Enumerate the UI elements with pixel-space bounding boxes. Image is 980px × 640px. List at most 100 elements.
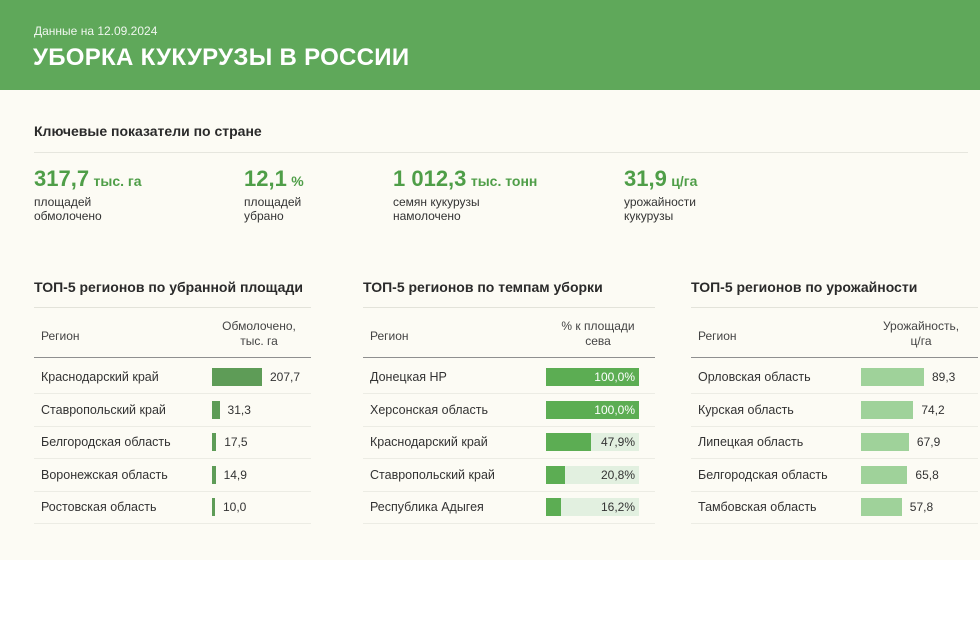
region-name: Республика Адыгея: [370, 500, 484, 514]
region-name: Липецкая область: [698, 435, 804, 449]
row-divider: [363, 425, 655, 427]
title-divider: [363, 307, 655, 308]
bar-value-label: 67,9: [916, 435, 941, 449]
region-name: Белгородская область: [41, 435, 171, 449]
kpi-desc: площадей убрано: [244, 195, 302, 223]
table-row: Краснодарский край 47,9%: [363, 427, 655, 459]
title-divider: [691, 307, 978, 308]
bar: [861, 498, 902, 516]
kpi-unit: тыс. тонн: [470, 173, 538, 189]
bar: [861, 400, 914, 419]
table-row: Белгородская область 65,8: [691, 460, 978, 492]
bar-value-label: 47,9%: [600, 435, 635, 449]
table-row: Липецкая область 67,9: [691, 427, 978, 459]
row-divider: [363, 490, 655, 492]
row-divider: [691, 523, 978, 524]
region-name: Донецкая НР: [370, 370, 447, 384]
table-row: Курская область 74,2: [691, 395, 978, 427]
kpi-divider: [34, 152, 968, 153]
kpi-heading: Ключевые показатели по стране: [34, 123, 262, 139]
row-divider: [34, 523, 311, 524]
bar: [212, 498, 215, 516]
table-title: ТОП-5 регионов по убранной площади: [34, 279, 303, 295]
bar-value-label: 20,8%: [600, 467, 635, 482]
bar-value-label: 31,3: [227, 402, 251, 417]
table-row: Орловская область 89,3: [691, 362, 978, 394]
kpi-value: 1 012,3: [393, 166, 467, 191]
table-row: Донецкая НР 100,0%: [363, 362, 655, 394]
row-divider: [691, 490, 978, 492]
region-name: Воронежская область: [41, 467, 168, 482]
bar: [212, 465, 216, 484]
row-divider: [363, 393, 655, 394]
kpi-unit: %: [291, 173, 304, 189]
row-divider: [34, 490, 311, 492]
row-divider: [34, 425, 311, 427]
kpi-value: 317,7: [34, 166, 90, 191]
row-divider: [691, 425, 978, 427]
bar-value-label: 207,7: [270, 370, 301, 384]
header-divider: [363, 357, 655, 358]
bar-track: [546, 465, 639, 484]
row-divider: [363, 458, 655, 459]
kpi-desc: семян кукурузы намолочено: [393, 195, 480, 223]
region-name: Херсонская область: [370, 402, 488, 417]
bar-value-label: 14,9: [223, 467, 247, 482]
table-row: Республика Адыгея 16,2%: [363, 492, 655, 524]
kpi-yield: 31,9 ц/га урожайности кукурузы: [624, 166, 714, 223]
table-row: Ростовская область 10,0: [34, 492, 311, 524]
table-row: Херсонская область 100,0%: [363, 395, 655, 427]
kpi-desc: площадей обмолочено: [34, 195, 102, 223]
bar: [546, 465, 566, 484]
table-header: Регион Урожайность, ц/га: [691, 317, 978, 355]
bar: [546, 498, 562, 516]
column-header-metric: Урожайность, ц/га: [882, 319, 960, 348]
row-divider: [691, 458, 978, 459]
table-title: ТОП-5 регионов по темпам уборки: [363, 279, 603, 295]
kpi-unit: тыс. га: [93, 173, 142, 189]
kpi-desc: урожайности кукурузы: [624, 195, 696, 223]
bar: [861, 465, 908, 484]
row-divider: [34, 393, 311, 394]
bar: [212, 400, 220, 419]
bar-value-label: 65,8: [915, 467, 939, 482]
table-row: Ставропольский край 20,8%: [363, 460, 655, 492]
bar-value-label: 16,2%: [600, 500, 635, 514]
table-row: Краснодарский край 207,7: [34, 362, 311, 394]
row-divider: [34, 458, 311, 459]
bar: [546, 368, 639, 386]
region-name: Ростовская область: [41, 500, 157, 514]
kpi-percent-harvested: 12,1 % площадей убрано: [244, 166, 324, 223]
bar-value-label: 100,0%: [594, 370, 635, 384]
region-name: Ставропольский край: [370, 467, 495, 482]
column-header-region: Регион: [370, 329, 409, 343]
column-header-region: Регион: [698, 329, 737, 343]
table-header: Регион % к площади сева: [363, 317, 655, 355]
top5-harvest-pace-table: ТОП-5 регионов по темпам уборки Регион % к…: [363, 279, 655, 524]
table-row: Воронежская область 14,9: [34, 460, 311, 492]
header-divider: [34, 357, 311, 358]
kpi-area-threshed: 317,7 тыс. га площадей обмолочено: [34, 166, 154, 223]
bar: [861, 433, 909, 451]
region-name: Краснодарский край: [41, 370, 159, 384]
column-header-region: Регион: [41, 329, 80, 343]
bar: [212, 368, 262, 386]
bar-value-label: 74,2: [921, 402, 945, 417]
bar-value-label: 10,0: [223, 500, 247, 514]
top5-harvested-area-table: ТОП-5 регионов по убранной площади Регион…: [34, 279, 311, 524]
title-divider: [34, 307, 311, 308]
bar: [546, 400, 639, 419]
bar: [546, 433, 591, 451]
row-divider: [363, 523, 655, 524]
page-title: УБОРКА КУКУРУЗЫ В РОССИИ: [33, 44, 410, 71]
top5-yield-table: ТОП-5 регионов по урожайности Регион Урожа…: [691, 279, 978, 524]
header-divider: [691, 357, 978, 358]
region-name: Ставропольский край: [41, 402, 166, 417]
content-panel: Ключевые показатели по стране 317,7 тыс.…: [0, 90, 980, 560]
column-header-metric: Обмолочено, тыс. га: [222, 319, 296, 348]
kpi-unit: ц/га: [671, 173, 698, 189]
region-name: Белгородская область: [698, 467, 828, 482]
region-name: Краснодарский край: [370, 435, 488, 449]
table-row: Ставропольский край 31,3: [34, 395, 311, 427]
column-header-metric: % к площади сева: [561, 319, 635, 348]
